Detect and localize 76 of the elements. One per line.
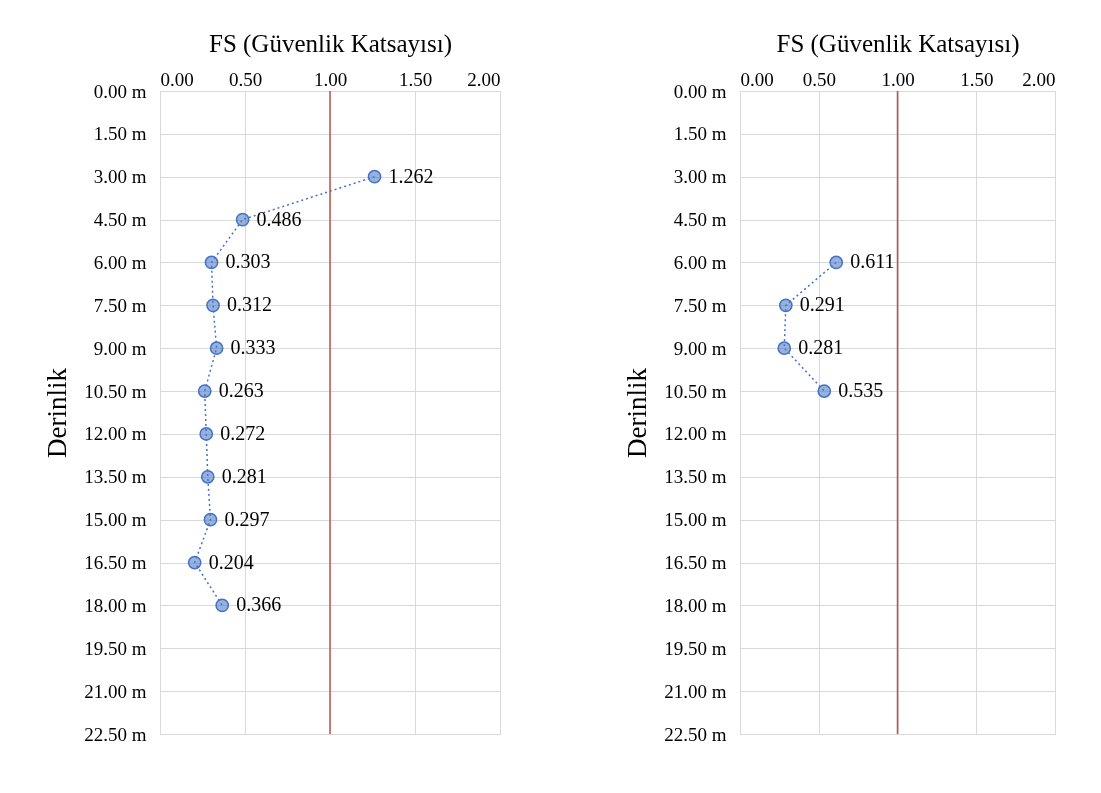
- y-tick-label: 6.00 m: [93, 251, 147, 273]
- x-tick-label: 0.00: [160, 68, 194, 90]
- x-axis-title: FS (Güvenlik Katsayısı): [208, 29, 453, 58]
- y-tick-label: 9.00 m: [93, 337, 147, 359]
- point: [215, 598, 230, 613]
- y-tick-label: 10.50 m: [84, 380, 147, 402]
- y-tick-label: 12.00 m: [664, 423, 727, 445]
- x-tick-label: 1.00: [881, 68, 915, 90]
- point: [829, 255, 844, 270]
- y-tick-label: 6.00 m: [673, 251, 727, 273]
- y-tick-label: 9.00 m: [673, 337, 727, 359]
- y-tick-label: 21.00 m: [84, 680, 147, 702]
- data-label: 1.262: [388, 164, 434, 187]
- data-label: 0.333: [230, 336, 276, 359]
- data-label: 0.486: [256, 207, 302, 230]
- point: [209, 341, 224, 356]
- point: [199, 427, 214, 441]
- y-tick-label: 15.00 m: [664, 509, 727, 531]
- y-tick-label: 16.50 m: [84, 552, 147, 574]
- y-tick-label: 12.00 m: [84, 423, 147, 445]
- data-label: 0.297: [224, 507, 270, 530]
- y-tick-label: 4.50 m: [93, 209, 147, 231]
- y-tick-label: 19.50 m: [84, 637, 147, 659]
- y-tick-label: 7.50 m: [673, 294, 727, 316]
- data-label: 0.281: [221, 464, 267, 487]
- data-label: 0.535: [838, 379, 884, 402]
- data-label: 0.312: [227, 293, 273, 316]
- x-tick-label: 0.50: [802, 68, 836, 90]
- x-tick-label: 0.50: [228, 68, 263, 90]
- y-tick-label: 13.50 m: [664, 466, 727, 488]
- point: [206, 298, 220, 313]
- point: [778, 298, 793, 313]
- y-tick-label: 1.50 m: [93, 123, 147, 145]
- x-axis-title: FS (Güvenlik Katsayısı): [776, 29, 1020, 58]
- point: [235, 212, 250, 227]
- y-tick-label: 7.50 m: [93, 294, 147, 316]
- y-tick-label: 3.00 m: [93, 166, 147, 188]
- y-tick-label: 15.00 m: [84, 509, 147, 531]
- point: [367, 169, 382, 184]
- data-label: 0.366: [236, 593, 282, 616]
- x-tick-label: 1.00: [313, 68, 348, 90]
- data-label: 0.611: [850, 250, 895, 273]
- data-label: 0.263: [218, 379, 264, 402]
- x-tick-label: 1.50: [960, 68, 994, 90]
- y-tick-label: 22.50 m: [84, 723, 147, 745]
- y-tick-label: 1.50 m: [673, 123, 727, 145]
- y-tick-label: 16.50 m: [664, 552, 727, 574]
- data-label: 0.272: [220, 421, 266, 444]
- y-tick-label: 19.50 m: [664, 637, 727, 659]
- point: [203, 512, 218, 527]
- point: [200, 469, 215, 484]
- x-tick-label: 2.00: [467, 68, 501, 90]
- point: [197, 384, 212, 398]
- y-axis-title: Derinlik: [42, 367, 73, 458]
- data-label: 0.291: [799, 293, 845, 316]
- point: [777, 341, 792, 356]
- data-label: 0.281: [798, 336, 844, 359]
- data-label: 0.303: [225, 250, 271, 273]
- y-tick-label: 21.00 m: [664, 680, 727, 702]
- point: [204, 255, 219, 270]
- y-tick-label: 22.50 m: [664, 723, 727, 745]
- y-tick-label: 3.00 m: [673, 166, 727, 188]
- y-tick-label: 18.00 m: [664, 594, 727, 616]
- x-tick-label: 2.00: [1022, 68, 1056, 90]
- point: [817, 384, 832, 398]
- point: [187, 555, 202, 570]
- y-tick-label: 0.00 m: [673, 80, 727, 102]
- y-tick-label: 13.50 m: [84, 466, 147, 488]
- y-tick-label: 0.00 m: [93, 80, 147, 102]
- y-tick-label: 18.00 m: [84, 594, 147, 616]
- x-tick-label: 1.50: [398, 68, 433, 90]
- data-label: 0.204: [208, 550, 254, 573]
- y-tick-label: 4.50 m: [673, 209, 727, 231]
- y-axis-title: Derinlik: [622, 367, 653, 458]
- y-tick-label: 10.50 m: [664, 380, 727, 402]
- x-tick-label: 0.00: [740, 68, 774, 90]
